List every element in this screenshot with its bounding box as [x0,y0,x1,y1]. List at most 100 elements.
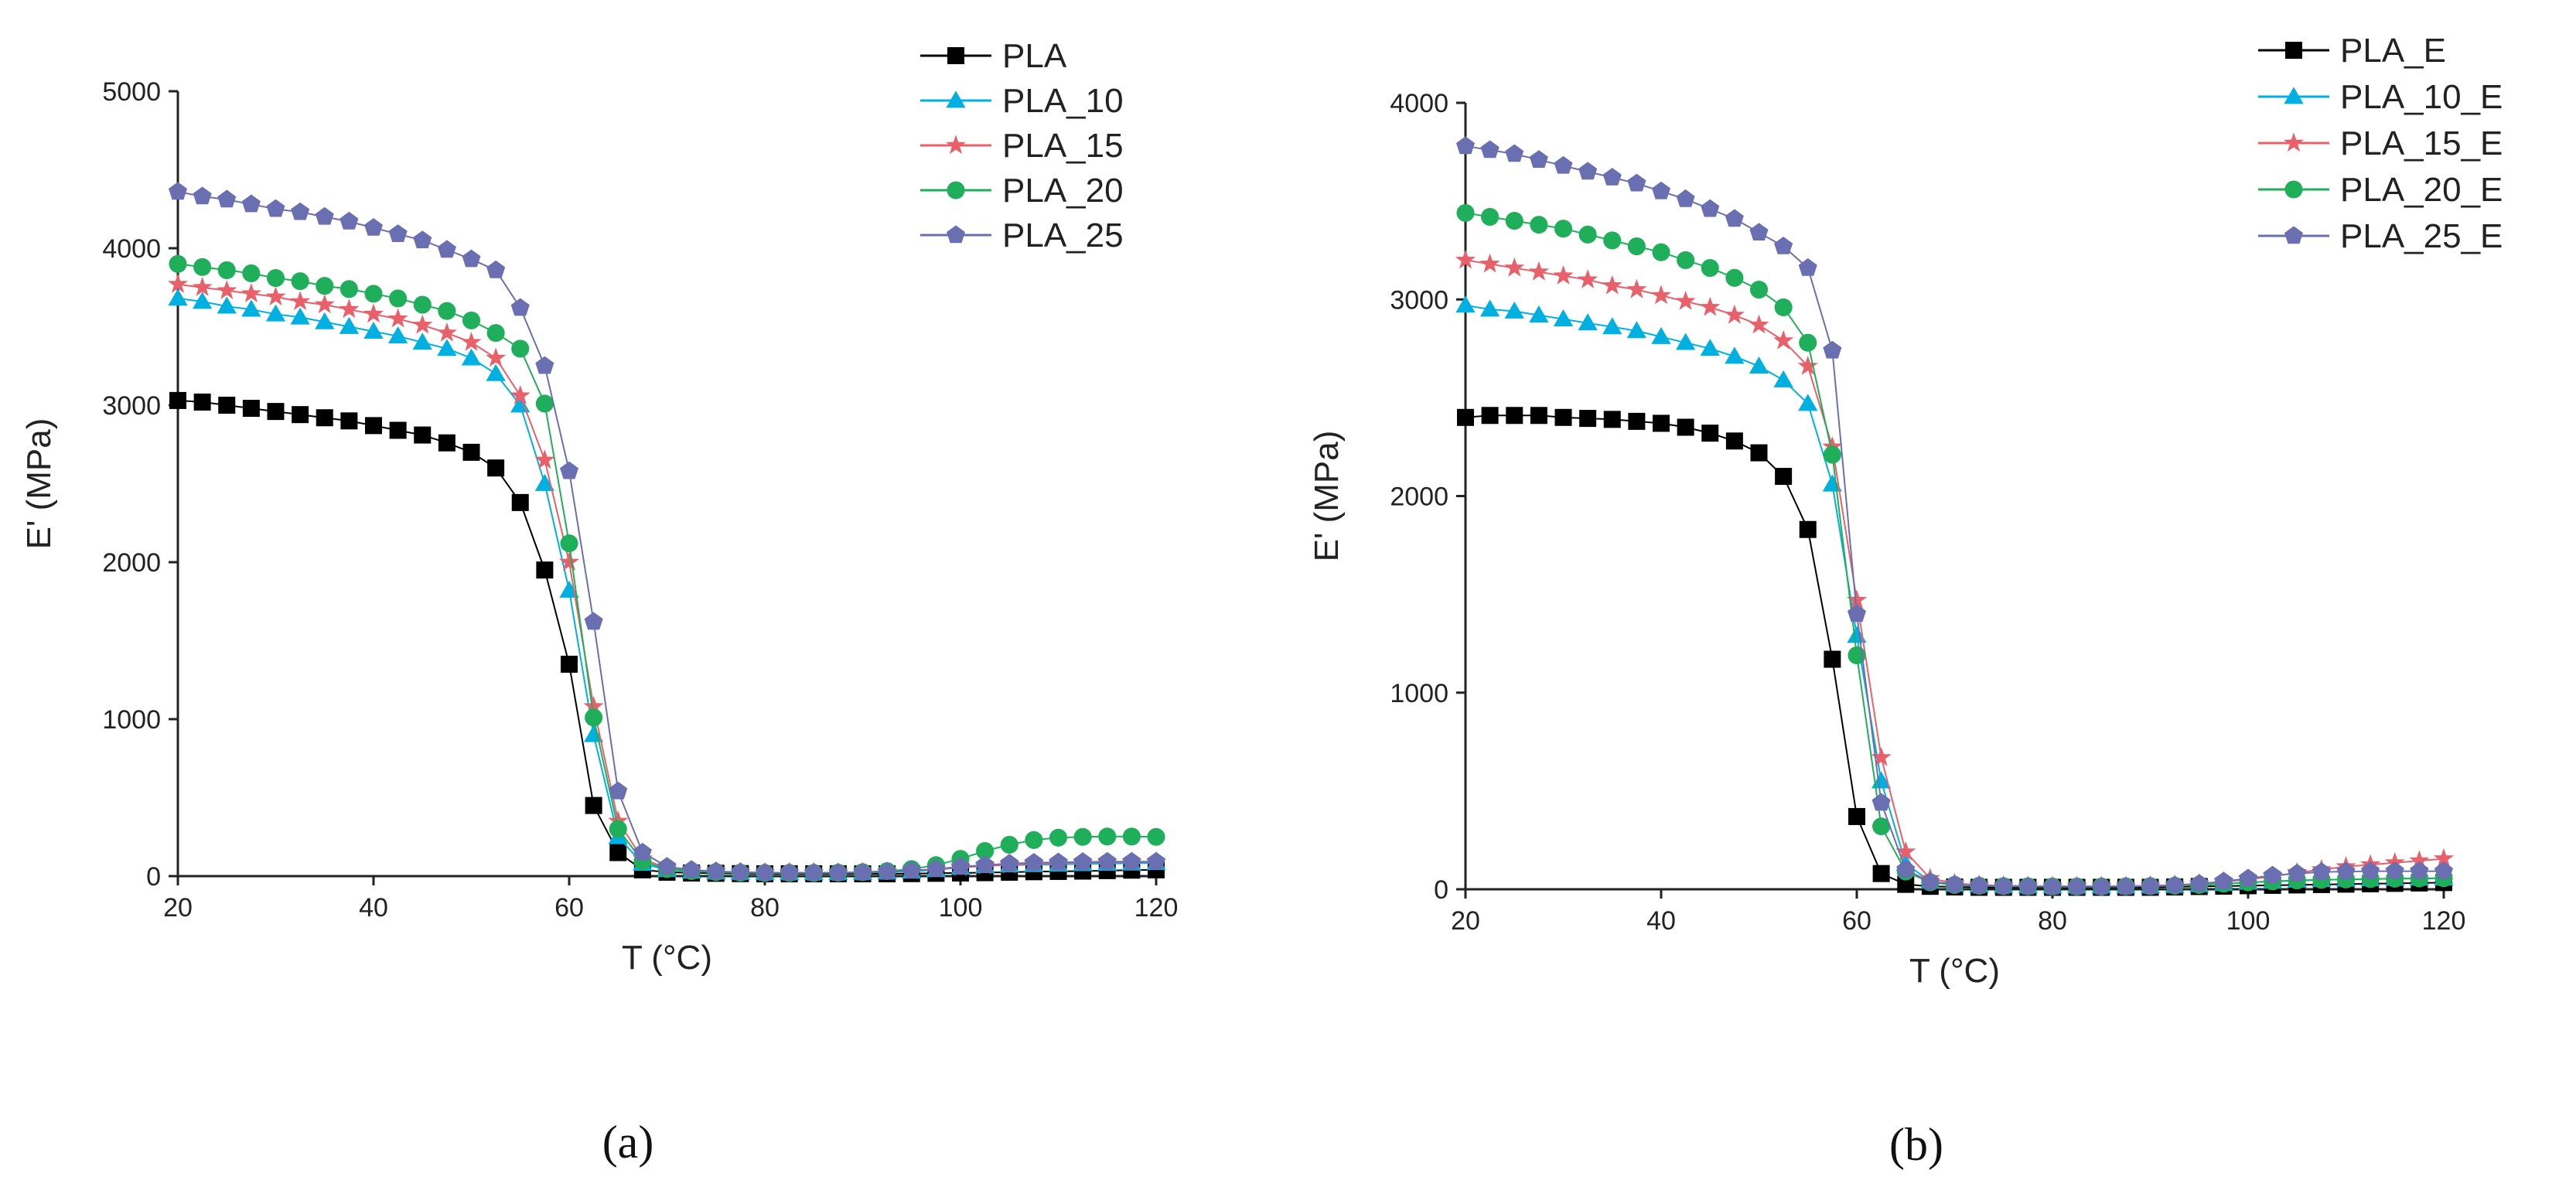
data-point [1725,346,1745,364]
chart-panel-a: 20 40 60 80 100 120 0 1000 2000 3000 4000 5000 T (°C… [20,37,1178,1168]
data-point [242,264,261,283]
data-point [1848,807,1865,825]
x-tick-label: 80 [2038,906,2067,936]
data-point [584,612,603,630]
data-point [267,403,285,421]
data-point [2018,876,2038,895]
data-point [413,230,432,249]
data-point [1675,333,1696,350]
data-point [1505,212,1523,230]
data-point [412,333,432,350]
data-point [1775,468,1793,486]
data-point [1653,414,1670,432]
data-point [731,862,750,881]
data-point [266,269,285,288]
data-point [1049,828,1068,847]
data-point [1749,314,1769,334]
data-point [1480,140,1500,159]
data-point [511,493,529,511]
data-point [585,708,603,727]
data-point [1097,851,1117,870]
x-axis-title: T (°C) [622,939,712,977]
x-tick-label: 40 [1646,906,1676,936]
y-tick-label: 3000 [102,391,161,421]
data-point [1799,333,1817,352]
legend-marker-triangle [946,90,966,108]
data-point [633,842,652,861]
data-point [1627,173,1646,192]
data-point [1872,817,1891,836]
data-point [657,857,677,875]
data-point [1554,408,1572,426]
data-point [535,394,554,413]
data-point [1798,394,1818,411]
data-point [511,339,530,358]
data-point [2239,868,2257,887]
data-point [389,421,407,439]
y-tick-label: 0 [146,862,161,892]
data-point [315,312,335,329]
data-point [780,862,799,881]
data-point [217,189,237,208]
data-point [1773,370,1793,387]
data-point [1725,432,1743,450]
data-point [1481,207,1500,227]
data-point [583,696,604,715]
data-point [414,426,432,444]
data-point [1848,604,1866,622]
data-point [1701,425,1719,442]
legend-label: PLA_E [2340,32,2446,70]
data-point [388,224,408,242]
legend-label: PLA_15 [1002,127,1124,165]
series-pla-20 [169,254,1165,882]
data-point [560,461,578,479]
data-point [535,356,554,374]
data-point [364,285,383,303]
data-point [365,417,382,435]
data-point [1505,144,1524,162]
data-point [2409,850,2430,870]
y-tick-label: 2000 [102,548,161,578]
data-point [1530,216,1548,234]
data-point [169,391,186,409]
data-point [536,561,554,579]
series-pla-10-e [1455,295,2454,894]
data-point [438,302,456,320]
data-point [363,303,384,323]
data-point [1749,223,1769,240]
legend-marker-triangle [2284,87,2304,104]
data-point [1481,407,1499,425]
data-point [1652,181,1670,200]
data-point [1700,339,1720,356]
data-point [1872,865,1890,882]
panel-label: (a) [602,1117,654,1168]
legend-marker-circle [2284,180,2303,199]
legend-entry: PLA [920,37,1067,75]
data-point [2434,861,2453,879]
data-point [486,260,506,278]
data-point [315,206,334,225]
data-point [804,862,824,881]
data-point [486,324,505,343]
data-point [2336,861,2356,880]
legend-marker-square [947,47,964,64]
data-point [1725,268,1744,287]
data-point [1579,410,1597,428]
data-point [461,348,482,366]
x-tick-label: 100 [2226,906,2271,936]
data-point [1554,155,1573,174]
data-point [1677,251,1695,269]
data-point [1602,168,1622,186]
data-point [265,286,286,306]
data-point [290,307,310,325]
data-point [609,844,627,861]
data-point [1628,412,1646,430]
data-point [558,551,580,571]
data-point [291,202,310,220]
data-point [1675,291,1696,310]
legend-entry: PLA_10 [920,82,1124,120]
legend-label: PLA_25_E [2340,217,2503,255]
data-point [1578,313,1598,331]
data-point [1122,851,1141,870]
data-point [241,299,261,317]
